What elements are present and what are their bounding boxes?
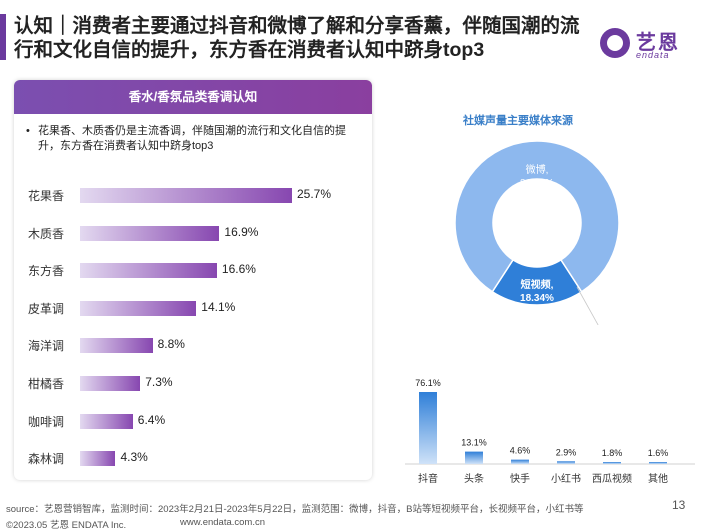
platform-bar-chart: 76.1% 抖音 13.1% 头条 4.6% 快手 2.9% 小红书 1.8% 西瓜视频 1.6% 其… (405, 378, 695, 485)
platform-bar-label: 抖音 (418, 472, 438, 485)
scent-bar-value: 8.8% (157, 337, 185, 352)
scent-bar-row: 柑橘香 7.3% (14, 372, 372, 394)
page-number: 13 (672, 498, 686, 512)
scent-bar-row: 木质香 16.9% (14, 222, 372, 244)
scent-bar-value: 16.6% (221, 262, 256, 277)
platform-bar (557, 461, 575, 464)
title-accent-bar (0, 14, 6, 60)
platform-bar-label: 西瓜视频 (592, 472, 632, 485)
scent-bar (80, 225, 220, 241)
scent-bar-label: 花果香 (28, 189, 65, 203)
bullet-icon: • (26, 125, 30, 137)
donut-value-short-video: 18.34% (520, 293, 554, 304)
donut-leader-line (576, 286, 599, 325)
source-note: source：艺恩营销智库，监测时间：2023年2月21日-2023年5月22日… (6, 504, 584, 515)
scent-bar-row: 花果香 25.7% (14, 184, 372, 206)
scent-bar-value: 16.9% (224, 224, 259, 239)
panel-note-text: 花果香、木质香仍是主流香调，伴随国潮的流行和文化自信的提升，东方香在消费者认知中… (38, 125, 346, 152)
media-chart-title: 社媒声量主要媒体来源 (463, 115, 573, 127)
panel-note: • 花果香、木质香仍是主流香调，伴随国潮的流行和文化自信的提升，东方香在消费者认… (26, 124, 364, 154)
scent-bar (80, 376, 141, 391)
scent-bar (80, 263, 217, 279)
scent-bar-label: 柑橘香 (28, 377, 65, 391)
platform-bar-label: 头条 (464, 472, 484, 485)
platform-bar-value: 76.1% (415, 378, 441, 388)
platform-bar (465, 451, 483, 464)
copyright: ©2023.05 艺恩 ENDATA Inc. (6, 520, 127, 531)
platform-bar-value: 2.9% (556, 447, 577, 457)
scent-bar-value: 7.3% (145, 375, 173, 389)
scent-bar-label: 木质香 (28, 226, 65, 241)
platform-bar (603, 462, 621, 464)
scent-bar-row: 皮革调 14.1% (14, 297, 372, 319)
donut-label-short-video: 短视频, (521, 278, 554, 291)
platform-bar (511, 459, 529, 464)
panel-header: 香水/香氛品类香调认知 (14, 80, 372, 114)
scent-bar-value: 6.4% (137, 412, 166, 427)
platform-bar-value: 13.1% (461, 438, 487, 448)
website-link[interactable]: www.endata.com.cn (180, 517, 266, 528)
platform-bar-label: 快手 (510, 472, 530, 485)
logo-en-text: endata (636, 50, 670, 60)
endata-logo: 艺恩 endata (600, 26, 696, 66)
scent-bar-row: 森林调 4.3% (14, 447, 372, 469)
scent-bar (80, 451, 116, 467)
platform-bar-value: 1.8% (602, 448, 623, 458)
scent-bar-row: 东方香 16.6% (14, 259, 372, 281)
page-title: 认知｜消费者主要通过抖音和微博了解和分享香薰，伴随国潮的流行和文化自信的提升，东… (14, 15, 580, 61)
scent-bar-label: 皮革调 (28, 301, 65, 316)
scent-bar (80, 413, 133, 429)
platform-bar-value: 4.6% (510, 446, 531, 456)
logo-cn-text: 艺恩 (636, 32, 680, 54)
scent-bar-value: 25.7% (297, 187, 332, 201)
scent-bar (80, 338, 153, 354)
scent-bar-label: 东方香 (28, 264, 65, 279)
scent-bar (80, 188, 292, 203)
platform-bar (419, 392, 437, 464)
scent-bar-value: 14.1% (201, 299, 236, 314)
logo-mark-icon (600, 28, 630, 58)
scent-bar-value: 4.3% (120, 450, 148, 465)
scent-bar-row: 咖啡调 6.4% (14, 410, 372, 432)
scent-awareness-panel: 香水/香氛品类香调认知 • 花果香、木质香仍是主流香调，伴随国潮的流行和文化自信… (14, 80, 372, 480)
media-donut-chart: 微博, 81.66% 短视频, 18.34% (454, 140, 620, 325)
platform-bar-value: 1.6% (648, 448, 669, 458)
donut-label-weibo: 微博, (526, 163, 549, 176)
scent-bar-label: 咖啡调 (28, 414, 65, 429)
platform-bar-label: 其他 (648, 472, 668, 485)
scent-bar (80, 300, 197, 316)
scent-bar-label: 海洋调 (28, 339, 65, 354)
scent-bar-label: 森林调 (28, 452, 65, 467)
platform-bar-label: 小红书 (551, 472, 581, 485)
platform-bar (649, 462, 667, 464)
scent-bar-row: 海洋调 8.8% (14, 334, 372, 356)
donut-slice-weibo (454, 140, 620, 293)
donut-value-weibo: 81.66% (520, 178, 554, 189)
